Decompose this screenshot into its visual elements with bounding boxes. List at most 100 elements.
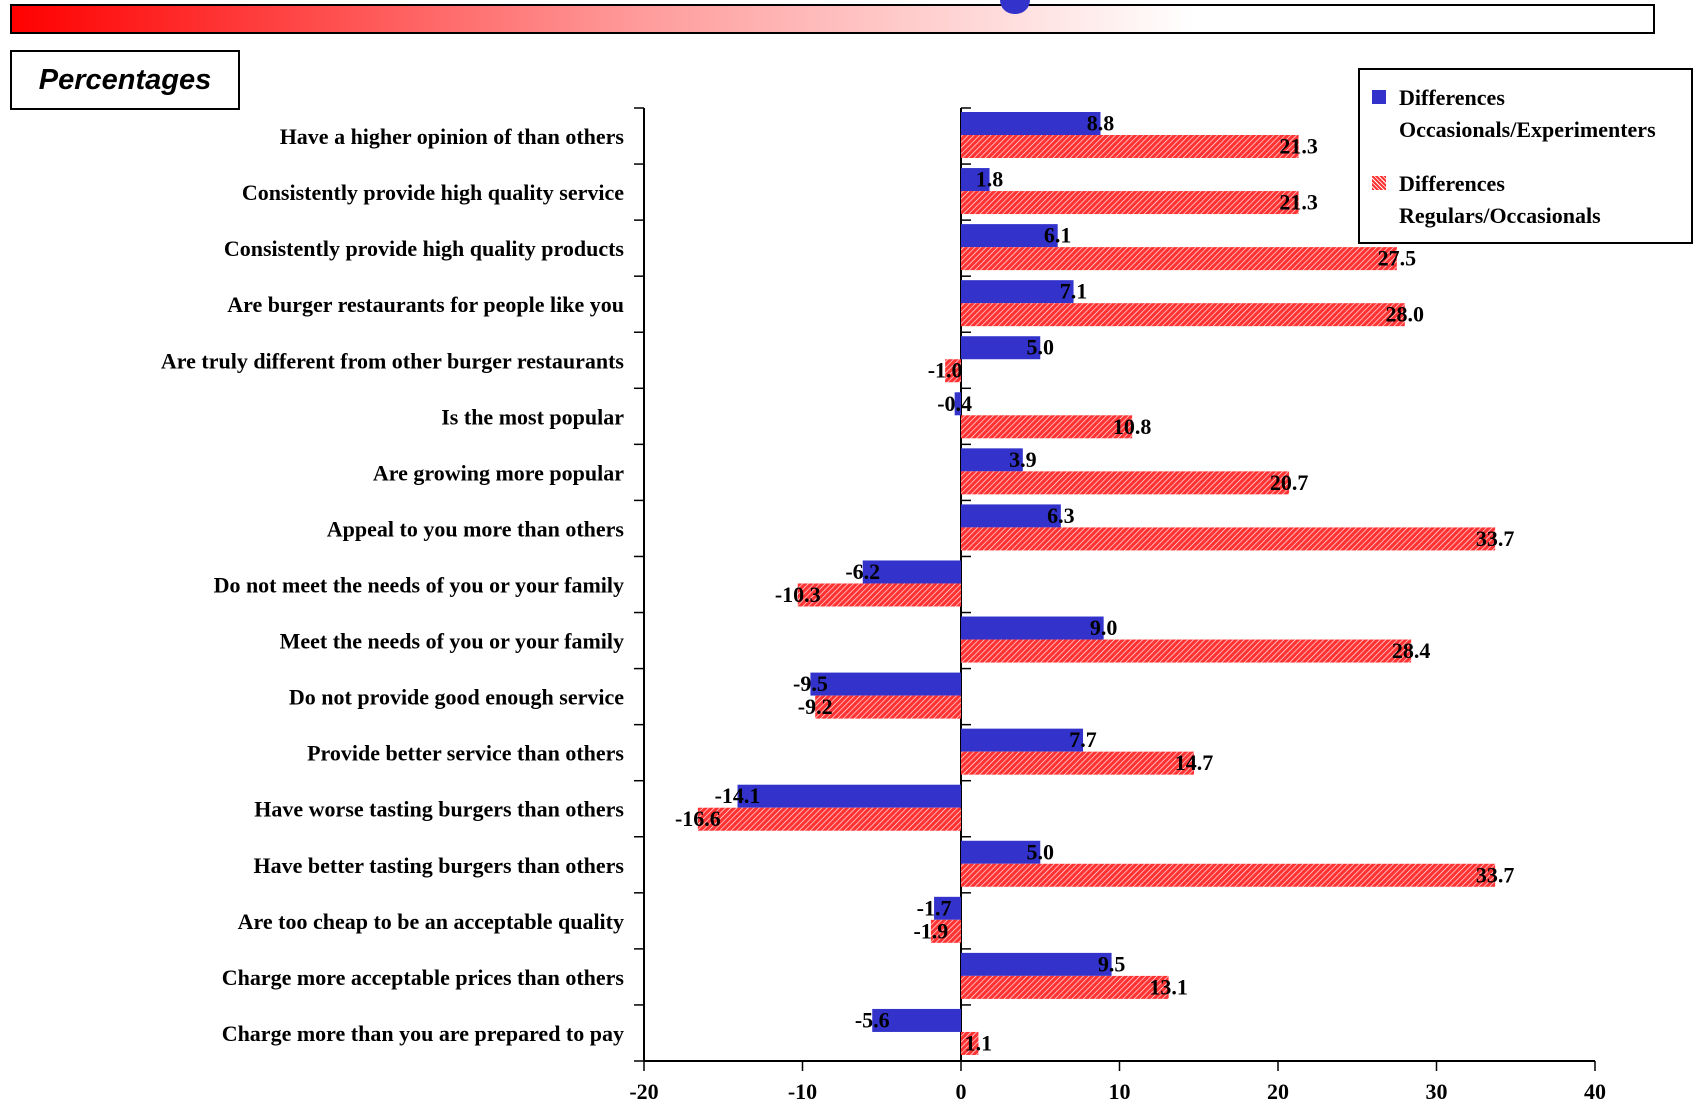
legend-label-series1-line1: Differences — [1399, 85, 1505, 110]
legend: Differences Occasionals/Experimenters Di… — [1358, 68, 1693, 244]
category-label: Charge more acceptable prices than other… — [222, 965, 625, 990]
bar-series1 — [961, 840, 1041, 864]
bar-series2 — [961, 303, 1405, 327]
category-label: Consistently provide high quality produc… — [224, 236, 625, 261]
data-label-series2: -10.3 — [775, 582, 821, 607]
data-label-series1: 1.8 — [976, 167, 1004, 192]
bar-series1 — [810, 672, 961, 696]
data-label-series1: 3.9 — [1009, 447, 1037, 472]
data-label-series2: 20.7 — [1270, 470, 1309, 495]
data-label-series2: 33.7 — [1476, 526, 1515, 551]
bar-series2 — [961, 247, 1397, 271]
bar-series1 — [961, 448, 1023, 472]
bar-series2 — [961, 471, 1290, 495]
category-label: Have better tasting burgers than others — [254, 853, 625, 878]
data-label-series2: 14.7 — [1175, 750, 1214, 775]
data-label-series2: 28.0 — [1386, 302, 1425, 327]
data-label-series1: -6.2 — [845, 559, 880, 584]
data-label-series2: -1.0 — [928, 358, 963, 383]
header-gradient-bar — [10, 0, 1655, 34]
category-label: Provide better service than others — [307, 741, 624, 766]
data-label-series1: 5.0 — [1027, 839, 1055, 864]
bar-series1 — [862, 560, 961, 584]
bar-series2 — [961, 1031, 979, 1055]
legend-label-series1-line2: Occasionals/Experimenters — [1399, 117, 1656, 142]
x-tick-label: 30 — [1426, 1079, 1448, 1104]
bar-series1 — [961, 336, 1041, 360]
category-label: Charge more than you are prepared to pay — [222, 1021, 624, 1046]
bar-series2 — [697, 807, 961, 831]
x-tick-label: 40 — [1584, 1079, 1606, 1104]
data-label-series2: 21.3 — [1279, 134, 1318, 159]
header-dot — [1000, 0, 1030, 14]
bar-series2 — [961, 527, 1496, 551]
legend-label-series2-line2: Regulars/Occasionals — [1399, 203, 1601, 228]
data-label-series1: -0.4 — [937, 391, 972, 416]
bar-series2 — [961, 639, 1412, 663]
data-label-series1: -5.6 — [855, 1007, 890, 1032]
data-label-series1: -9.5 — [793, 671, 828, 696]
bar-series1 — [737, 784, 961, 808]
bar-series2 — [961, 975, 1169, 999]
data-label-series1: 5.0 — [1027, 335, 1055, 360]
chart-labels: Have a higher opinion of than others Cons… — [161, 111, 1515, 1056]
category-label: Consistently provide high quality servic… — [242, 180, 624, 205]
bar-series1 — [961, 168, 990, 192]
data-label-series1: -1.7 — [917, 895, 952, 920]
data-label-series2: 21.3 — [1279, 190, 1318, 215]
data-label-series1: -14.1 — [715, 783, 761, 808]
category-label: Are burger restaurants for people like y… — [227, 292, 624, 317]
bar-series2 — [961, 191, 1299, 215]
data-label-series1: 9.5 — [1098, 951, 1126, 976]
bar-series2 — [945, 359, 961, 383]
x-tick-label: 0 — [956, 1079, 967, 1104]
data-label-series2: 33.7 — [1476, 862, 1515, 887]
bar-series2 — [961, 751, 1194, 775]
bar-series1 — [954, 392, 961, 416]
category-label: Do not provide good enough service — [289, 685, 624, 710]
bar-series2 — [815, 695, 961, 719]
bar-series1 — [961, 616, 1104, 640]
data-label-series2: 1.1 — [965, 1030, 993, 1055]
data-label-series1: 7.7 — [1069, 727, 1097, 752]
x-tick-label: 20 — [1267, 1079, 1289, 1104]
bar-series2 — [961, 415, 1133, 439]
data-label-series2: 28.4 — [1392, 638, 1431, 663]
chart-title: Percentages — [10, 50, 240, 110]
bar-series1 — [961, 728, 1084, 752]
category-label: Meet the needs of you or your family — [280, 629, 624, 654]
category-label: Are truly different from other burger re… — [161, 348, 625, 373]
chart-bars — [697, 112, 1496, 1055]
category-label: Do not meet the needs of you or your fam… — [214, 573, 624, 598]
legend-swatch-series2 — [1372, 176, 1386, 190]
data-label-series1: 7.1 — [1060, 279, 1088, 304]
data-label-series2: 13.1 — [1149, 974, 1188, 999]
data-label-series2: -16.6 — [675, 806, 721, 831]
legend-label-series2-line1: Differences — [1399, 171, 1505, 196]
x-tick-label: -20 — [629, 1079, 658, 1104]
legend-swatch-series1 — [1372, 90, 1386, 104]
data-label-series1: 6.3 — [1047, 503, 1075, 528]
data-label-series2: -9.2 — [798, 694, 833, 719]
category-label: Have worse tasting burgers than others — [254, 797, 624, 822]
bar-series1 — [872, 1008, 961, 1032]
category-label: Are growing more popular — [373, 460, 624, 485]
x-tick-label: 10 — [1109, 1079, 1131, 1104]
bar-series1 — [961, 504, 1061, 528]
data-label-series1: 9.0 — [1090, 615, 1118, 640]
bar-series2 — [961, 135, 1299, 158]
data-label-series1: 6.1 — [1044, 223, 1072, 248]
category-label: Is the most popular — [441, 404, 624, 429]
x-tick-label: -10 — [788, 1079, 817, 1104]
bar-series2 — [797, 583, 961, 607]
bar-series1 — [934, 896, 961, 920]
bar-series1 — [961, 224, 1058, 248]
category-label: Are too cheap to be an acceptable qualit… — [238, 909, 624, 934]
bar-series1 — [961, 952, 1112, 976]
bar-series1 — [961, 280, 1074, 304]
data-label-series1: 8.8 — [1087, 111, 1115, 136]
bar-series2 — [930, 919, 961, 943]
bar-series2 — [961, 863, 1496, 887]
category-label: Appeal to you more than others — [327, 516, 625, 541]
